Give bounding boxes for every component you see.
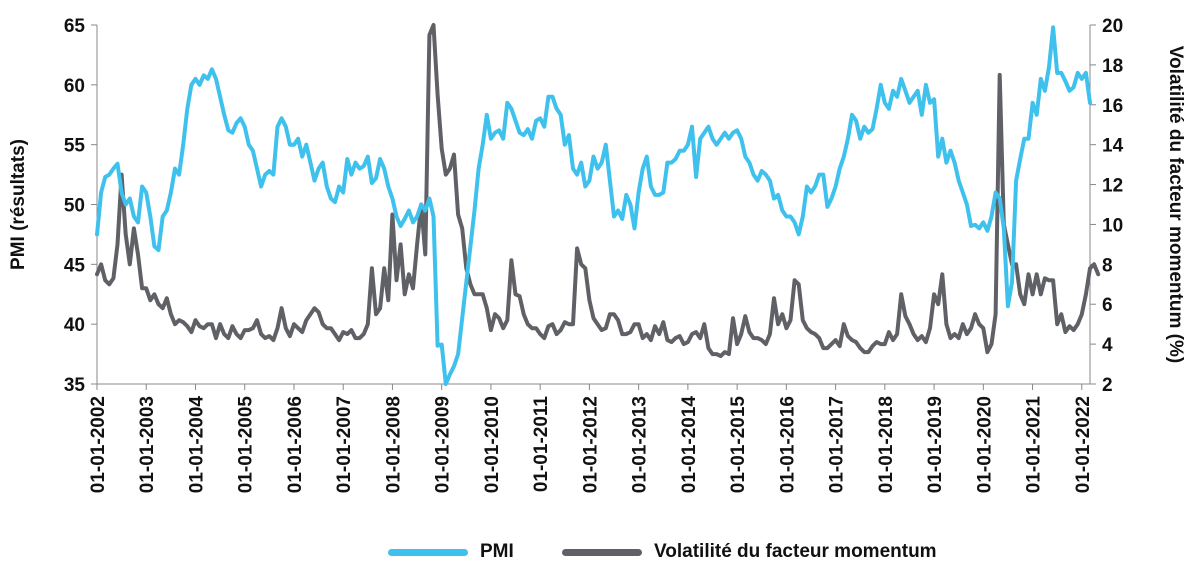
x-tick-label: 01-01-2013 bbox=[630, 396, 651, 493]
x-tick-label: 01-01-2010 bbox=[482, 396, 503, 493]
left-tick-label: 60 bbox=[64, 76, 85, 97]
x-tick-label: 01-01-2017 bbox=[827, 396, 848, 493]
x-tick-label: 01-01-2019 bbox=[925, 396, 946, 493]
left-tick-label: 65 bbox=[64, 16, 86, 37]
x-tick-label: 01-01-2003 bbox=[137, 396, 158, 493]
x-tick-label: 01-01-2014 bbox=[679, 396, 700, 494]
x-tick-label: 01-01-2009 bbox=[433, 396, 454, 493]
right-tick-label: 10 bbox=[1102, 215, 1123, 236]
legend-label-volatility: Volatilité du facteur momentum bbox=[654, 541, 937, 562]
x-tick-label: 01-01-2021 bbox=[1024, 396, 1045, 494]
legend-item-pmi: PMI bbox=[388, 537, 514, 567]
left-axis-title: PMI (résultats) bbox=[8, 139, 29, 270]
x-tick-label: 01-01-2002 bbox=[88, 396, 109, 493]
right-tick-label: 12 bbox=[1102, 176, 1123, 197]
left-tick-label: 40 bbox=[64, 315, 85, 336]
right-tick-label: 2 bbox=[1102, 375, 1113, 396]
left-tick-label: 35 bbox=[64, 375, 86, 396]
legend-swatch-volatility bbox=[562, 548, 642, 556]
x-tick-label: 01-01-2020 bbox=[974, 396, 995, 493]
series-lines bbox=[95, 23, 1101, 386]
right-tick-label: 6 bbox=[1102, 295, 1113, 316]
right-tick-label: 4 bbox=[1102, 335, 1113, 356]
volatility-line bbox=[95, 23, 1101, 359]
pmi-line bbox=[95, 25, 1092, 386]
right-tick-label: 20 bbox=[1102, 16, 1123, 37]
x-tick-label: 01-01-2012 bbox=[580, 396, 601, 493]
x-tick-label: 01-01-2016 bbox=[777, 396, 798, 493]
x-tick-label: 01-01-2015 bbox=[728, 396, 749, 494]
right-axis-title: Volatilité du facteur momentum (%) bbox=[1165, 46, 1186, 363]
legend-swatch-pmi bbox=[388, 548, 468, 556]
legend: PMI Volatilité du facteur momentum bbox=[0, 537, 1200, 567]
right-tick-label: 14 bbox=[1102, 136, 1124, 157]
left-tick-label: 55 bbox=[64, 136, 86, 157]
x-tick-label: 01-01-2005 bbox=[236, 396, 257, 494]
legend-item-volatility: Volatilité du facteur momentum bbox=[562, 537, 937, 567]
right-tick-label: 18 bbox=[1102, 56, 1123, 77]
x-tick-label: 01-01-2018 bbox=[876, 396, 897, 493]
chart: 35 40 45 50 55 60 65 2 4 6 8 10 12 14 16 18 20 01-01-2002… bbox=[8, 16, 1186, 493]
right-tick-label: 8 bbox=[1102, 255, 1113, 276]
left-tick-label: 45 bbox=[64, 255, 86, 276]
legend-label-pmi: PMI bbox=[480, 541, 514, 562]
x-tick-label: 01-01-2007 bbox=[334, 396, 355, 493]
x-tick-label: 01-01-2022 bbox=[1073, 396, 1094, 493]
x-tick-label: 01-01-2006 bbox=[285, 396, 306, 493]
x-tick-label: 01-01-2004 bbox=[186, 396, 207, 494]
right-tick-label: 16 bbox=[1102, 96, 1123, 117]
tick-labels: 35 40 45 50 55 60 65 2 4 6 8 10 12 14 16 18 20 01-01-2002… bbox=[64, 16, 1124, 493]
left-tick-label: 50 bbox=[64, 196, 85, 217]
x-tick-label: 01-01-2011 bbox=[531, 396, 552, 493]
x-tick-label: 01-01-2008 bbox=[383, 396, 404, 493]
